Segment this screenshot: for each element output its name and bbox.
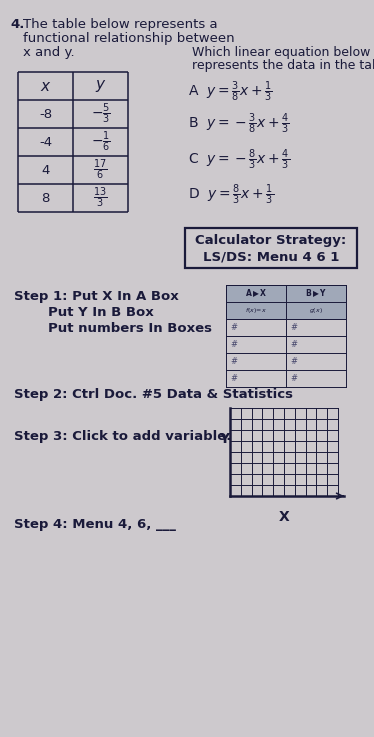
Text: 4: 4: [41, 164, 50, 176]
Text: Step 3: Click to add variable.: Step 3: Click to add variable.: [14, 430, 232, 443]
Text: #: #: [290, 323, 297, 332]
Text: represents the data in the table: represents the data in the table: [192, 59, 374, 72]
Text: LS/DS: Menu 4 6 1: LS/DS: Menu 4 6 1: [203, 251, 339, 264]
Text: B  $y=-\frac{3}{8}x+\frac{4}{3}$: B $y=-\frac{3}{8}x+\frac{4}{3}$: [188, 112, 290, 136]
Text: $\frac{17}{6}$: $\frac{17}{6}$: [94, 158, 108, 182]
Text: Put numbers In Boxes: Put numbers In Boxes: [48, 322, 212, 335]
Text: x and y.: x and y.: [23, 46, 75, 59]
Text: $y$: $y$: [95, 78, 106, 94]
Text: #: #: [290, 357, 297, 366]
Text: #: #: [230, 323, 237, 332]
Text: $-\frac{1}{6}$: $-\frac{1}{6}$: [91, 130, 110, 154]
Text: Step 4: Menu 4, 6, ___: Step 4: Menu 4, 6, ___: [14, 518, 176, 531]
Text: Calculator Strategy:: Calculator Strategy:: [195, 234, 347, 246]
Bar: [185, 228, 357, 268]
Text: 8: 8: [41, 192, 50, 204]
Text: #: #: [230, 374, 237, 383]
Text: Step 1: Put X In A Box: Step 1: Put X In A Box: [14, 290, 179, 303]
Text: $-\frac{5}{3}$: $-\frac{5}{3}$: [91, 102, 110, 126]
Text: Put Y In B Box: Put Y In B Box: [48, 306, 154, 319]
Text: The table below represents a: The table below represents a: [23, 18, 218, 31]
Text: 4.: 4.: [10, 18, 24, 31]
Text: -4: -4: [39, 136, 52, 148]
Text: #: #: [290, 374, 297, 383]
Text: functional relationship between: functional relationship between: [23, 32, 234, 45]
Text: $x$: $x$: [40, 79, 51, 94]
Text: -8: -8: [39, 108, 52, 121]
Text: D  $y=\frac{8}{3}x+\frac{1}{3}$: D $y=\frac{8}{3}x+\frac{1}{3}$: [188, 183, 274, 207]
Text: Y: Y: [219, 432, 229, 446]
Text: #: #: [290, 340, 297, 349]
Text: #: #: [230, 357, 237, 366]
Text: $\mathit{g}$($x$): $\mathit{g}$($x$): [309, 306, 323, 315]
Text: A$\blacktriangleright$X: A$\blacktriangleright$X: [245, 287, 267, 299]
Text: C  $y=-\frac{8}{3}x+\frac{4}{3}$: C $y=-\frac{8}{3}x+\frac{4}{3}$: [188, 148, 290, 172]
Text: X: X: [279, 510, 289, 524]
Text: $\frac{13}{3}$: $\frac{13}{3}$: [94, 186, 108, 210]
Text: Step 2: Ctrl Doc. #5 Data & Statistics: Step 2: Ctrl Doc. #5 Data & Statistics: [14, 388, 293, 401]
Text: B$\blacktriangleright$Y: B$\blacktriangleright$Y: [305, 287, 327, 299]
Text: A  $y=\frac{3}{8}x+\frac{1}{3}$: A $y=\frac{3}{8}x+\frac{1}{3}$: [188, 80, 273, 105]
Bar: [226, 285, 346, 319]
Text: $\mathit{f}$($x$)=$x$: $\mathit{f}$($x$)=$x$: [245, 306, 267, 315]
Text: #: #: [230, 340, 237, 349]
Text: Which linear equation below: Which linear equation below: [192, 46, 370, 59]
